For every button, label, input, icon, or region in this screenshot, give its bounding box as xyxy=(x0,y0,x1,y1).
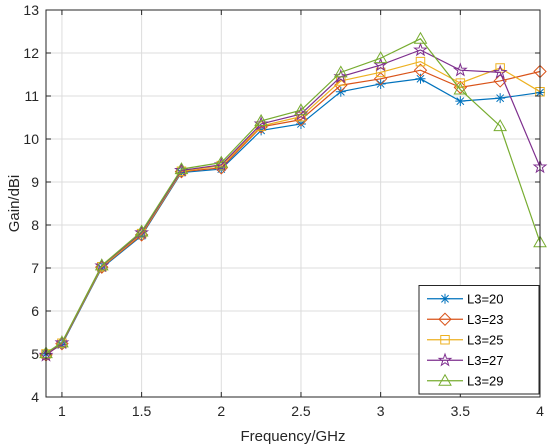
triangle-marker xyxy=(333,65,348,78)
legend: L3=20 L3=23 L3=25 L3=27 L3=29 xyxy=(418,285,540,395)
triangle-marker xyxy=(493,119,508,132)
pentagram-marker xyxy=(94,258,110,273)
legend-label: L3=23 xyxy=(467,312,504,327)
square-marker xyxy=(440,335,450,345)
triangle-marker xyxy=(214,155,229,168)
asterisk-marker xyxy=(455,96,466,107)
legend-label: L3=29 xyxy=(467,373,504,388)
series-line xyxy=(45,38,541,354)
legend-item: L3=20 xyxy=(427,291,504,306)
pentagram-marker xyxy=(134,224,150,240)
pentagram-marker xyxy=(452,62,468,77)
y-tick-label: 7 xyxy=(31,260,39,276)
y-axis-title: Gain/dBi xyxy=(6,175,23,233)
x-tick-label: 4 xyxy=(536,403,544,419)
y-tick-label: 11 xyxy=(24,88,39,104)
y-tick-label: 12 xyxy=(23,45,39,61)
legend-label: L3=20 xyxy=(467,291,504,306)
square-marker xyxy=(415,56,426,67)
legend-item: L3=25 xyxy=(427,332,504,347)
pentagram-marker xyxy=(413,42,428,57)
legend-label: L3=27 xyxy=(467,353,504,368)
series-line xyxy=(45,78,541,355)
triangle-marker xyxy=(453,82,468,95)
plot-frame xyxy=(45,9,541,398)
triangle-marker xyxy=(438,373,452,386)
diamond-marker xyxy=(493,74,507,88)
y-tick-label: 6 xyxy=(31,303,39,319)
pentagram-marker xyxy=(54,335,70,350)
legend-label: L3=25 xyxy=(467,332,504,347)
series-L3=29 xyxy=(39,31,547,359)
triangle-marker xyxy=(373,51,388,64)
series-line xyxy=(45,60,541,355)
x-tick-label: 3 xyxy=(377,403,385,419)
legend-item: L3=29 xyxy=(427,373,504,388)
triangle-marker xyxy=(55,335,69,348)
diamond-marker xyxy=(438,312,452,326)
diamond-marker xyxy=(413,63,428,77)
legend-item: L3=23 xyxy=(427,312,504,327)
triangle-marker xyxy=(413,31,428,44)
asterisk-marker xyxy=(495,93,506,104)
asterisk-marker xyxy=(216,164,227,175)
triangle-marker xyxy=(294,103,308,116)
x-tick-label: 3.5 xyxy=(451,403,471,419)
x-axis-title: Frequency/GHz xyxy=(240,428,345,445)
ticks: 1 1.5 2 2.5 3 3.5 4 4 5 6 7 8 9 10 11 12 13 xyxy=(23,2,544,419)
x-tick-label: 1 xyxy=(58,403,66,419)
y-tick-label: 10 xyxy=(23,131,39,147)
asterisk-marker xyxy=(375,78,386,89)
x-tick-label: 1.5 xyxy=(132,403,152,419)
triangle-marker xyxy=(174,162,189,175)
pentagram-marker xyxy=(437,352,453,367)
y-tick-label: 9 xyxy=(31,174,39,190)
x-tick-label: 2.5 xyxy=(291,403,311,419)
triangle-marker xyxy=(254,113,268,126)
asterisk-marker xyxy=(415,73,426,84)
asterisk-marker xyxy=(295,118,306,129)
y-tick-label: 5 xyxy=(31,346,39,362)
legend-item: L3=27 xyxy=(427,352,504,368)
x-tick-label: 2 xyxy=(217,403,225,419)
asterisk-marker xyxy=(440,293,450,304)
y-tick-label: 8 xyxy=(31,217,39,233)
y-tick-label: 4 xyxy=(31,389,39,405)
y-tick-label: 13 xyxy=(23,2,39,18)
square-marker xyxy=(535,86,545,97)
triangle-marker xyxy=(134,224,149,237)
pentagram-marker xyxy=(492,64,508,79)
triangle-marker xyxy=(94,258,109,271)
series-group xyxy=(38,31,548,362)
asterisk-marker xyxy=(56,339,67,350)
